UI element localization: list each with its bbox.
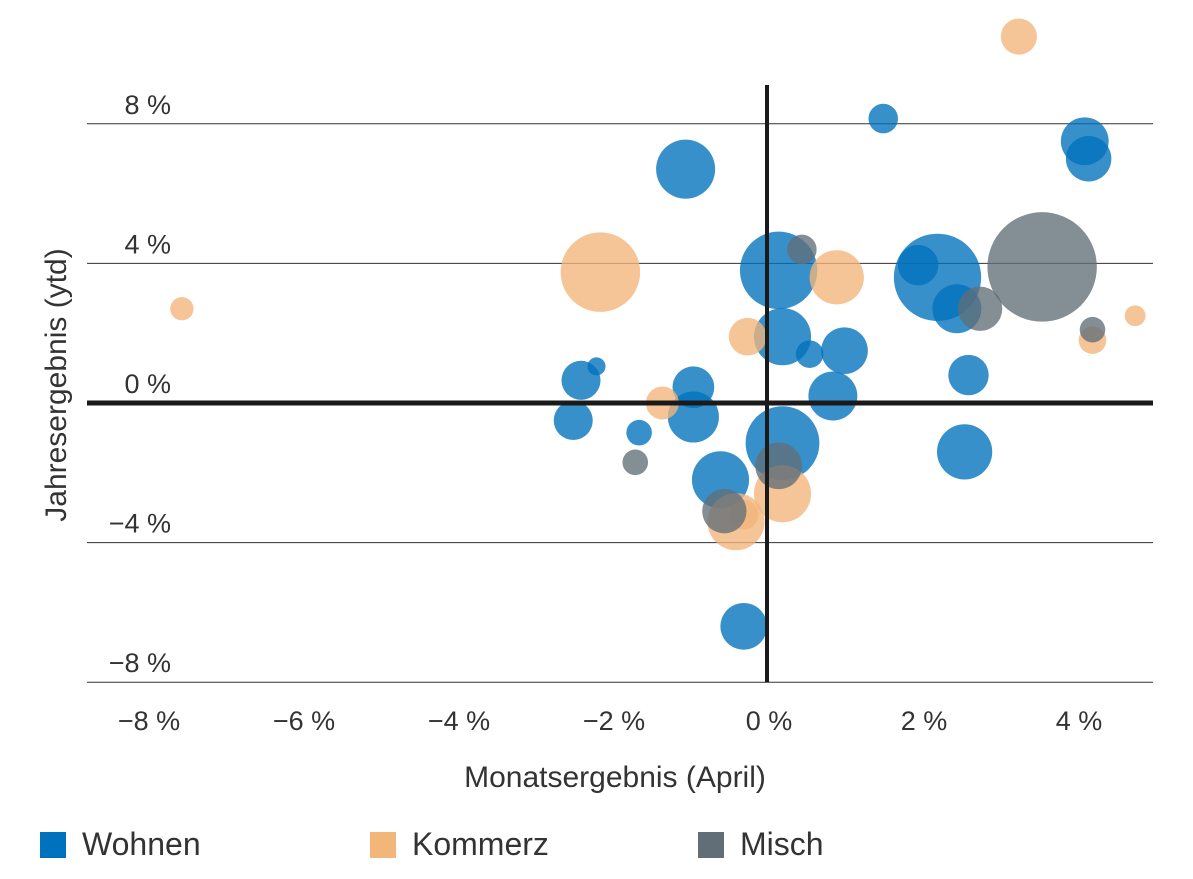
bubble-kommerz — [809, 250, 864, 305]
bubbles — [170, 18, 1146, 650]
legend-label-misch: Misch — [740, 826, 824, 862]
y-axis-title: Jahresergebnis (ytd) — [40, 248, 73, 521]
x-tick-label: −8 % — [118, 706, 180, 736]
bubble-misch — [957, 286, 1003, 331]
legend-item-wohnen: Wohnen — [40, 826, 201, 863]
bubble-wohnen — [1065, 135, 1112, 182]
x-axis-title: Monatsergebnis (April) — [464, 761, 766, 794]
chart-plot: 8 % 4 % 0 % −4 % −8 % −8 % −6 % −4 % −2 % 0 % 2 % 4… — [40, 18, 1153, 794]
y-tick-label: 8 % — [124, 90, 171, 120]
x-tick-label: 4 % — [1056, 706, 1103, 736]
legend-swatch-wohnen — [40, 831, 66, 858]
bubble-kommerz — [1000, 18, 1037, 55]
legend: Wohnen Kommerz Misch — [40, 826, 1180, 870]
bubble-misch — [755, 442, 802, 490]
bubble-misch — [1079, 316, 1106, 343]
x-tick-label: 2 % — [901, 706, 948, 736]
y-tick-label: −8 % — [109, 648, 171, 678]
bubble-wohnen — [587, 357, 606, 376]
legend-swatch-kommerz — [370, 831, 396, 858]
bubble-wohnen — [795, 340, 824, 368]
bubble-wohnen — [720, 603, 768, 650]
x-tick-label: −2 % — [583, 706, 645, 736]
bubble-misch — [622, 449, 649, 476]
bubble-wohnen — [553, 400, 593, 440]
y-tick-label: −4 % — [109, 509, 171, 539]
bubble-wohnen — [626, 419, 652, 446]
bubble-wohnen — [656, 139, 716, 199]
y-tick-label: 4 % — [124, 229, 171, 259]
bubble-wohnen — [948, 354, 989, 396]
bubble-kommerz — [170, 297, 194, 321]
legend-item-kommerz: Kommerz — [370, 826, 549, 863]
legend-item-misch: Misch — [698, 826, 824, 863]
bubble-kommerz — [560, 232, 641, 312]
bubble-misch — [702, 489, 747, 534]
y-tick-label: 0 % — [124, 369, 171, 399]
bubble-wohnen — [821, 327, 868, 374]
x-tick-label: 0 % — [746, 706, 793, 736]
tick-labels: 8 % 4 % 0 % −4 % −8 % −8 % −6 % −4 % −2 % 0 % 2 % 4… — [109, 90, 1103, 736]
bubble-kommerz — [728, 317, 767, 356]
x-tick-label: −4 % — [428, 706, 490, 736]
legend-label-kommerz: Kommerz — [412, 826, 549, 862]
legend-swatch-misch — [698, 831, 724, 858]
bubble-wohnen — [808, 371, 858, 421]
bubble-wohnen — [897, 244, 939, 286]
x-tick-label: −6 % — [273, 706, 335, 736]
bubble-misch — [787, 234, 817, 265]
bubble-kommerz — [1124, 305, 1146, 327]
axes — [87, 85, 1153, 683]
bubble-wohnen — [937, 424, 993, 480]
legend-label-wohnen: Wohnen — [82, 826, 201, 862]
bubble-wohnen — [868, 103, 899, 134]
bubble-misch — [987, 212, 1097, 322]
